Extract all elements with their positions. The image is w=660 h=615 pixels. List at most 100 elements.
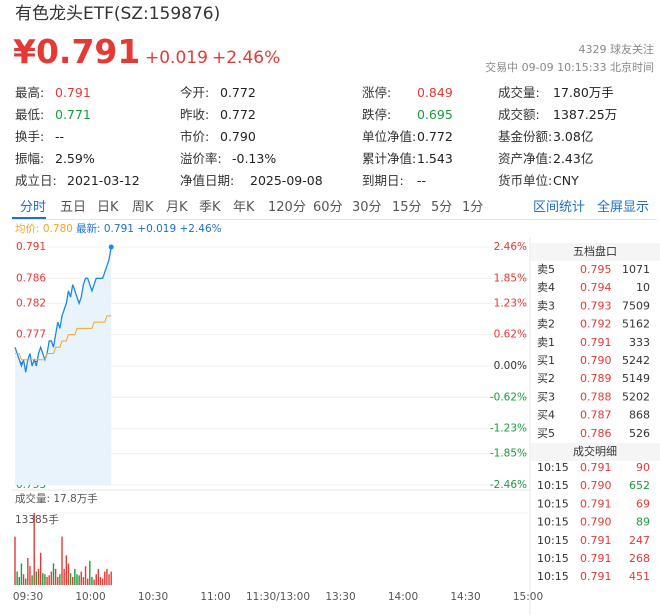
volume-bar [65,555,67,585]
volume-bar [24,578,27,585]
volume-bar [61,536,63,585]
book-price: 0.786 [580,427,612,440]
stat-label: 溢价率: [180,151,222,166]
volume-bar [52,563,55,585]
y-tick-label: 0.791 [16,241,46,253]
trade-price: 0.791 [580,570,612,583]
y-tick-pct: 0.00% [494,360,527,372]
book-qty: 5202 [622,390,650,403]
volume-bar [84,566,87,585]
stat-label: 市价: [180,129,210,144]
trade-price: 0.791 [580,461,612,474]
stat-value: -- [417,173,427,188]
y-tick-pct: 2.46% [494,241,527,253]
stat-value: 17.80万手 [553,85,614,100]
book-side: 卖5 [537,263,555,276]
stat-label: 累计净值: [362,151,417,166]
book-price: 0.795 [580,263,612,276]
tab[interactable]: 120分 [268,200,306,215]
tab[interactable]: 周K [132,200,154,215]
book-qty: 526 [629,427,650,440]
volume-bar [76,574,78,585]
volume-bar [50,571,53,585]
volume-bar [108,574,110,585]
trade-time: 10:15 [537,461,569,474]
tab[interactable]: 15分 [392,200,422,215]
stat-value: 1387.25万 [553,107,618,122]
tab[interactable]: 5分 [431,200,453,215]
trade-price: 0.790 [580,516,612,529]
x-tick-label: 09:30 [13,591,43,603]
trade-qty: 69 [636,497,650,510]
volume-bar [44,574,46,585]
x-tick-label: 10:30 [138,591,168,603]
stat-label: 基金份额: [498,129,553,144]
trades-header-bg [531,443,660,461]
tab[interactable]: 日K [97,200,119,215]
volume-bar [42,573,44,585]
tab[interactable]: 30分 [352,200,382,215]
y-tick-pct: -1.85% [490,448,527,460]
trades-title: 成交明细 [573,444,617,458]
legend-avg: 均价: 0.780 [15,223,73,235]
stat-label: 换手: [15,129,45,144]
tool[interactable]: 区间统计 [533,200,586,215]
followers[interactable]: 4329 球友关注 [578,43,655,56]
trade-qty: 268 [629,552,650,565]
stat-label: 涨停: [362,85,392,100]
volume-bar [46,576,48,585]
volume-bar [89,560,91,585]
tab[interactable]: 60分 [313,200,343,215]
tab[interactable]: 1分 [462,200,484,215]
volume-bar [48,575,50,585]
book-price: 0.787 [580,409,612,422]
legend-last: 最新: 0.791 +0.019 +2.46% [76,223,222,235]
volume-bar [63,568,65,585]
volume-bar [37,568,40,585]
stat-value: 0.771 [55,107,91,122]
x-tick-label: 10:00 [75,591,105,603]
tab[interactable]: 分时 [20,200,47,215]
book-side: 买3 [537,390,555,403]
book-side: 卖3 [537,299,555,312]
trade-price: 0.791 [580,497,612,510]
book-price: 0.790 [580,354,612,367]
y-tick-pct: -1.23% [490,423,527,435]
tool[interactable]: 全屏显示 [597,200,650,215]
volume-bar [16,571,18,585]
x-tick-label: 11:00 [200,591,230,603]
tab[interactable]: 季K [199,200,221,215]
trade-time: 10:15 [537,497,569,510]
volume-bar [91,576,93,585]
average-line [15,315,112,361]
stat-value: 2021-03-12 [67,173,140,188]
x-tick-label: 13:30 [325,591,355,603]
book-side: 买1 [537,354,555,367]
volume-bar [18,576,20,585]
change: +0.019 [145,48,208,68]
tab[interactable]: 五日 [60,200,87,215]
book-side: 买2 [537,372,555,385]
volume-bar [27,558,29,585]
stat-label: 振幅: [15,151,45,166]
stat-value: 0.772 [417,129,453,144]
x-tick-label: 14:30 [450,591,480,603]
last-point [108,244,114,250]
volume-bar [95,574,97,585]
tab[interactable]: 年K [233,200,255,215]
volume-bar [29,566,31,585]
price-area [15,247,112,485]
stat-label: 最低: [15,107,45,122]
tab[interactable]: 月K [166,200,188,215]
book-price: 0.788 [580,390,612,403]
stat-value: CNY [553,173,579,188]
stat-label: 成立日: [15,173,57,188]
stat-label: 成交量: [498,85,540,100]
volume-bar [93,579,95,585]
volume-bar [54,568,57,585]
stat-label: 最高: [15,85,45,100]
stat-value: 0.772 [220,85,256,100]
trade-time: 10:15 [537,534,569,547]
trade-qty: 247 [629,534,650,547]
